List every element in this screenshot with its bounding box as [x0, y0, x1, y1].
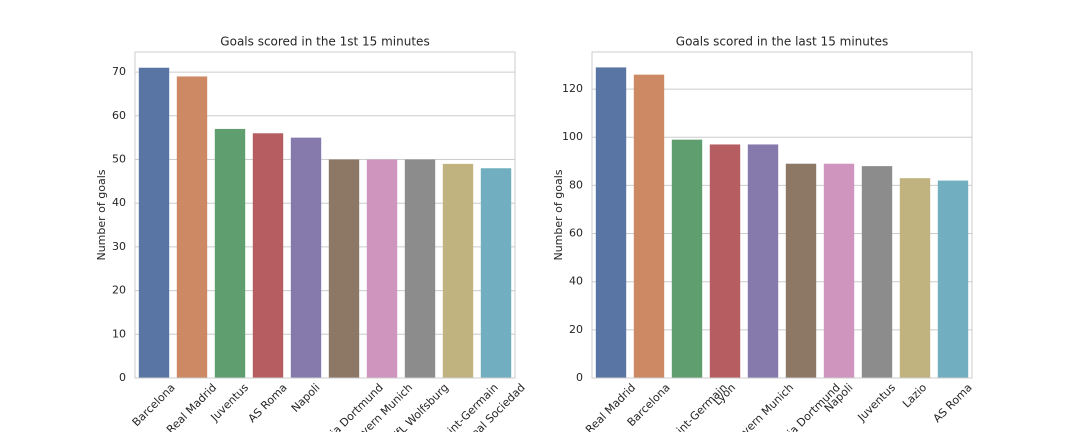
y-tick-label: 50	[112, 153, 126, 166]
chart-title: Goals scored in the 1st 15 minutes	[220, 35, 429, 49]
bar	[138, 67, 170, 378]
chart-title: Goals scored in the last 15 minutes	[676, 35, 888, 49]
y-tick-label: 100	[562, 130, 583, 143]
bar	[747, 144, 779, 378]
y-tick-label: 40	[112, 196, 126, 209]
y-tick-label: 0	[119, 371, 126, 384]
x-tick-label: Napoli	[289, 381, 323, 415]
x-tick-label: AS Roma	[246, 381, 290, 425]
bar	[861, 166, 893, 378]
bar	[937, 180, 969, 378]
bar	[633, 74, 665, 378]
x-tick-label: Bayern Munich	[729, 381, 796, 432]
bar	[366, 159, 398, 378]
bar	[404, 159, 436, 378]
y-tick-label: 60	[112, 109, 126, 122]
y-tick-label: 60	[569, 227, 583, 240]
bar	[671, 139, 703, 378]
y-tick-label: 20	[112, 284, 126, 297]
bar	[214, 128, 246, 378]
y-tick-label: 40	[569, 275, 583, 288]
x-tick-label: Juventus	[855, 381, 899, 425]
bar	[442, 163, 474, 378]
y-tick-label: 10	[112, 327, 126, 340]
bar	[595, 67, 627, 379]
y-tick-label: 70	[112, 65, 126, 78]
y-tick-label: 80	[569, 178, 583, 191]
bar	[290, 137, 322, 378]
y-tick-label: 0	[576, 371, 583, 384]
y-tick-label: 120	[562, 82, 583, 95]
bar	[176, 76, 208, 378]
bar	[480, 168, 512, 378]
y-tick-label: 30	[112, 240, 126, 253]
plot-frame	[591, 51, 973, 379]
x-tick-label: Lyon	[711, 381, 738, 408]
x-tick-label: Lazio	[900, 381, 929, 410]
x-tick-label: AS Roma	[931, 381, 975, 425]
bar	[785, 163, 817, 378]
bar	[252, 133, 284, 378]
bar	[328, 159, 360, 378]
bar	[709, 144, 741, 378]
plot-frame	[134, 51, 516, 379]
bar	[823, 163, 855, 378]
y-axis-label: Number of goals	[95, 169, 108, 260]
y-tick-label: 20	[569, 323, 583, 336]
y-axis-label: Number of goals	[552, 169, 565, 260]
bar	[899, 178, 931, 378]
